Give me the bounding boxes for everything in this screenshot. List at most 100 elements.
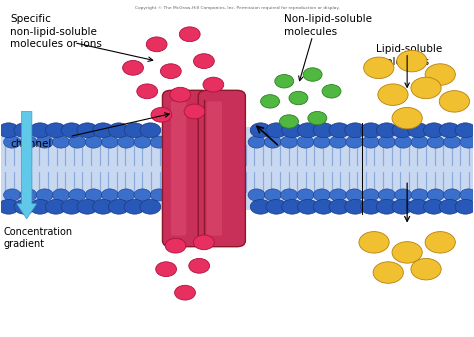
Circle shape [61, 123, 82, 137]
Circle shape [282, 123, 302, 137]
Circle shape [118, 189, 135, 201]
Circle shape [250, 200, 271, 214]
Circle shape [395, 136, 412, 148]
Bar [0, 127, 474, 210]
Circle shape [93, 123, 113, 137]
Text: Concentration
gradient: Concentration gradient [3, 227, 72, 249]
Circle shape [134, 136, 151, 148]
Circle shape [170, 87, 191, 102]
Circle shape [30, 123, 50, 137]
Circle shape [361, 200, 381, 214]
Circle shape [203, 77, 224, 92]
Circle shape [395, 189, 412, 201]
Circle shape [460, 136, 474, 148]
Circle shape [30, 200, 50, 214]
Circle shape [101, 189, 118, 201]
Circle shape [46, 123, 66, 137]
Circle shape [345, 123, 365, 137]
Circle shape [378, 136, 395, 148]
Circle shape [20, 136, 37, 148]
Circle shape [124, 123, 145, 137]
Circle shape [36, 136, 53, 148]
Circle shape [308, 112, 327, 125]
Circle shape [150, 136, 167, 148]
Circle shape [4, 189, 21, 201]
Circle shape [424, 123, 444, 137]
Circle shape [77, 123, 98, 137]
Circle shape [266, 123, 287, 137]
Circle shape [179, 27, 200, 42]
Circle shape [297, 189, 314, 201]
Circle shape [346, 136, 363, 148]
Circle shape [411, 258, 441, 280]
Circle shape [266, 200, 287, 214]
Circle shape [408, 200, 428, 214]
Circle shape [140, 200, 161, 214]
Circle shape [289, 91, 308, 105]
Circle shape [53, 136, 70, 148]
Circle shape [69, 189, 86, 201]
Circle shape [425, 64, 456, 85]
FancyArrow shape [17, 112, 36, 219]
Text: Non-lipid-soluble
molecules: Non-lipid-soluble molecules [284, 14, 372, 36]
Circle shape [109, 200, 129, 214]
Text: Specific
non-lipid-soluble
molecules or ions: Specific non-lipid-soluble molecules or … [10, 14, 102, 49]
Circle shape [264, 136, 282, 148]
Circle shape [36, 189, 53, 201]
Circle shape [397, 50, 427, 72]
Circle shape [439, 123, 460, 137]
Circle shape [376, 123, 397, 137]
Circle shape [248, 189, 265, 201]
Circle shape [85, 189, 102, 201]
Circle shape [322, 85, 341, 98]
Circle shape [109, 123, 129, 137]
Circle shape [303, 68, 322, 81]
Circle shape [373, 262, 403, 283]
Circle shape [362, 189, 379, 201]
Circle shape [313, 200, 334, 214]
Circle shape [455, 200, 474, 214]
Circle shape [329, 123, 350, 137]
FancyBboxPatch shape [207, 101, 222, 236]
Circle shape [124, 200, 145, 214]
Circle shape [275, 74, 294, 88]
Circle shape [137, 84, 157, 99]
FancyBboxPatch shape [163, 90, 210, 247]
Circle shape [411, 136, 428, 148]
Circle shape [85, 136, 102, 148]
Circle shape [392, 200, 413, 214]
Circle shape [298, 123, 318, 137]
Circle shape [174, 285, 195, 300]
Circle shape [160, 64, 181, 79]
Circle shape [345, 200, 365, 214]
Circle shape [14, 200, 35, 214]
Circle shape [140, 123, 161, 137]
Circle shape [184, 104, 205, 119]
Circle shape [329, 189, 346, 201]
Circle shape [329, 136, 346, 148]
Circle shape [439, 200, 460, 214]
Circle shape [313, 123, 334, 137]
Circle shape [46, 200, 66, 214]
Circle shape [362, 136, 379, 148]
Circle shape [282, 200, 302, 214]
Circle shape [101, 136, 118, 148]
Circle shape [189, 258, 210, 273]
Circle shape [408, 123, 428, 137]
Circle shape [53, 189, 70, 201]
Circle shape [150, 189, 167, 201]
Circle shape [378, 84, 408, 105]
Circle shape [165, 238, 186, 253]
Circle shape [0, 123, 19, 137]
Circle shape [69, 136, 86, 148]
Circle shape [444, 136, 461, 148]
Circle shape [439, 91, 470, 112]
Circle shape [376, 200, 397, 214]
Circle shape [193, 235, 214, 250]
Circle shape [281, 189, 298, 201]
Circle shape [118, 136, 135, 148]
Circle shape [264, 189, 282, 201]
Circle shape [20, 189, 37, 201]
Circle shape [298, 200, 318, 214]
Circle shape [146, 37, 167, 52]
